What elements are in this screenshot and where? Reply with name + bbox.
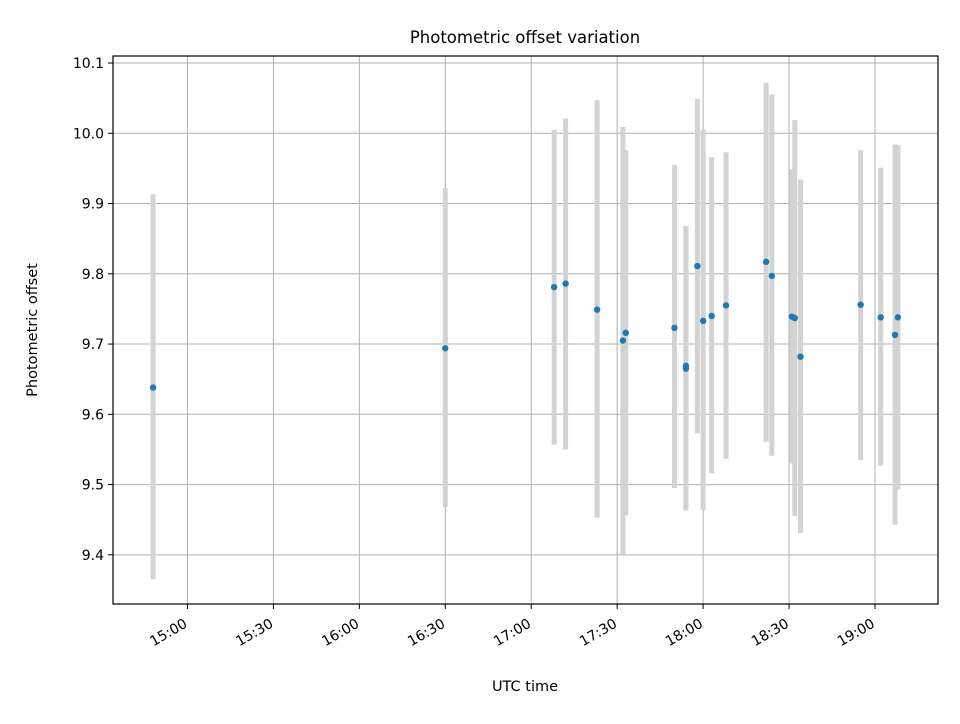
data-point [562,280,569,287]
data-point [877,314,884,321]
data-point [762,258,770,266]
y-tick-label: 9.7 [82,337,104,353]
data-point [857,301,864,308]
data-point [722,302,730,309]
data-point [708,312,715,320]
y-tick-label: 10.0 [73,126,104,142]
data-point [791,314,798,322]
data-point [442,345,449,352]
y-axis: 9.4 9.5 9.6 9.7 9.8 9.9 10.0 10.1 [73,56,113,564]
data-point [550,283,558,291]
data-point [891,331,899,339]
y-tick-label: 9.4 [82,548,104,564]
data-point [671,324,678,332]
y-tick-label: 10.1 [73,56,104,72]
data-point [622,329,629,337]
x-axis-label: UTC time [492,679,558,695]
data-point [894,314,902,321]
y-axis-label: Photometric offset [25,263,41,397]
y-tick-label: 9.9 [82,197,104,213]
data-point [619,337,627,344]
data-point [694,262,701,270]
y-tick-label: 9.8 [82,267,104,283]
data-point [593,306,601,313]
data-points [149,258,902,391]
data-point [797,353,804,360]
data-point [768,272,776,280]
y-tick-label: 9.6 [82,407,104,423]
data-point [699,317,707,325]
data-point [149,384,157,391]
chart-title: Photometric offset variation [410,28,640,47]
data-point [682,365,690,372]
plot-frame [112,55,939,605]
y-tick-label: 9.5 [82,478,104,494]
